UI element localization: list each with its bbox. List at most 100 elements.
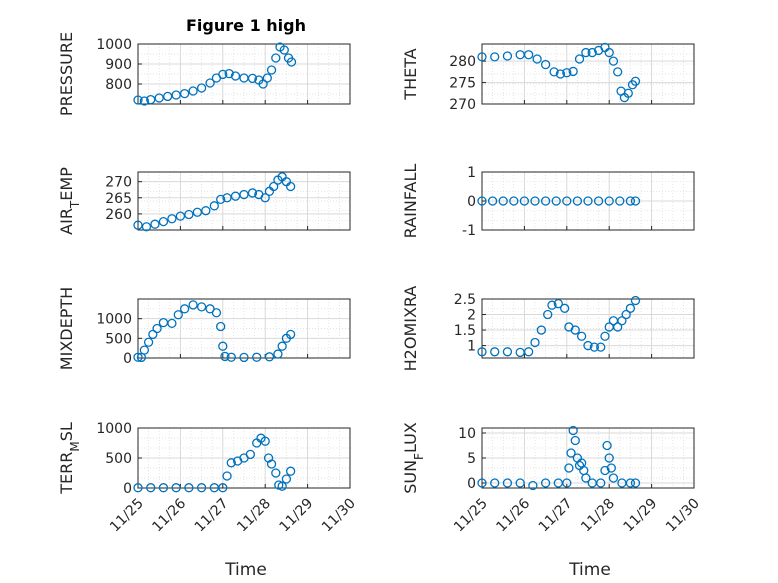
data-point: [568, 425, 578, 436]
data-point: [154, 93, 164, 103]
data-point: [196, 83, 207, 93]
data-point: [271, 53, 281, 63]
subplot-mixdepth: 0 500 1000 MIXDEPTH: [57, 287, 351, 370]
y-tick-label: 265: [105, 191, 132, 207]
y-tick-label: 270: [105, 175, 132, 191]
y-tick-label: 1: [467, 165, 476, 181]
data-point: [222, 193, 232, 203]
data-point: [583, 340, 593, 351]
data-point: [133, 95, 143, 105]
data-point: [247, 188, 258, 198]
data-point: [606, 463, 616, 473]
x-tick-label: 11/29: [277, 496, 317, 536]
x-tick-label: 11/25: [107, 496, 147, 536]
data-point: [613, 322, 623, 332]
data-point: [184, 483, 194, 493]
data-point: [266, 459, 277, 469]
x-tick-label: 11/28: [578, 496, 618, 536]
data-point: [615, 196, 625, 206]
axes-box: [481, 298, 695, 359]
y-tick-label: 1.5: [454, 323, 476, 339]
data-point: [617, 316, 627, 326]
data-point: [271, 468, 281, 478]
data-point: [502, 347, 513, 357]
data-point: [205, 78, 215, 88]
y-tick-label: 10: [458, 426, 476, 442]
x-tick-label: 11/25: [451, 496, 491, 536]
data-point: [532, 54, 542, 64]
data-point: [562, 196, 572, 206]
data-point: [226, 458, 236, 468]
y-tick-label: 280: [449, 54, 476, 70]
data-point: [553, 299, 563, 309]
data-point: [562, 68, 572, 78]
y-tick-label: 1000: [96, 312, 132, 328]
axes-box: [137, 43, 351, 105]
data-point: [613, 67, 623, 77]
data-point: [163, 91, 173, 102]
data-point: [502, 478, 513, 488]
y-tick-label: 800: [105, 77, 132, 93]
data-point: [477, 347, 487, 357]
data-point: [279, 45, 289, 55]
y-tick-label: 2: [467, 308, 476, 324]
data-point: [245, 449, 256, 460]
data-point: [587, 47, 597, 58]
data-point: [536, 325, 547, 335]
y-tick-label: 1000: [96, 37, 132, 53]
data-point: [211, 308, 222, 318]
data-point: [285, 466, 296, 476]
data-point: [528, 480, 538, 491]
data-point: [523, 50, 534, 60]
data-point: [171, 90, 181, 100]
data-point: [201, 206, 211, 216]
data-point: [574, 54, 585, 64]
x-axis-label-right: Time: [568, 560, 611, 580]
y-tick-label: 500: [105, 451, 132, 467]
data-point: [570, 325, 580, 335]
data-point: [188, 86, 198, 96]
data-point: [222, 471, 232, 481]
data-point: [490, 478, 500, 488]
data-point: [216, 321, 226, 332]
data-point: [218, 69, 228, 80]
subplot-rainfall: -1 0 1 RAINFALL: [401, 164, 695, 239]
data-point: [581, 473, 591, 483]
data-point: [133, 483, 143, 493]
data-point: [560, 303, 570, 313]
data-point: [226, 352, 236, 362]
data-point: [630, 478, 641, 488]
data-point: [264, 352, 275, 362]
data-point: [230, 191, 241, 201]
data-point: [625, 196, 636, 206]
data-point: [490, 347, 500, 357]
y-tick-label: 0: [123, 481, 132, 497]
data-point: [477, 196, 487, 206]
data-point: [498, 196, 508, 206]
y-tick-label: 0: [123, 351, 132, 367]
data-point: [549, 67, 559, 77]
y-axis-label: SUNFLUX: [401, 422, 426, 494]
data-point: [277, 341, 287, 351]
data-point: [509, 196, 519, 206]
x-tick-label: 11/30: [319, 496, 359, 536]
subplot-h2omixra: 11.522.5 H2OMIXRA: [401, 286, 695, 371]
x-tick-label: 11/27: [536, 496, 576, 536]
data-point: [192, 207, 203, 217]
data-point: [209, 201, 219, 211]
data-point: [568, 66, 578, 77]
data-point: [196, 302, 207, 312]
y-tick-label: 900: [105, 57, 132, 73]
data-point: [171, 483, 181, 493]
y-tick-label: 5: [467, 451, 476, 467]
data-point: [543, 309, 553, 320]
data-point: [625, 478, 636, 488]
data-point: [167, 318, 177, 329]
y-axis-label: PRESSURE: [57, 32, 76, 116]
data-point: [175, 211, 186, 221]
data-point: [604, 196, 614, 206]
x-tick-label: 11/29: [621, 496, 661, 536]
data-point: [262, 73, 272, 83]
